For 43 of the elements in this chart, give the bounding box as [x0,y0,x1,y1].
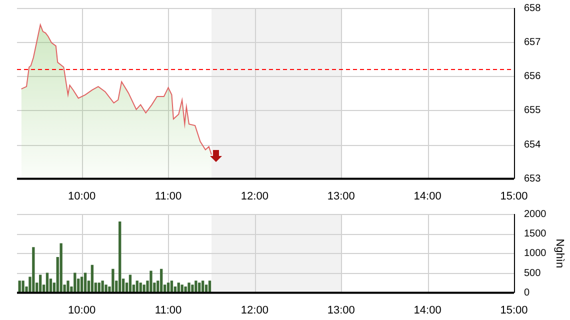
bar [80,276,84,293]
x-tick-label: 10:00 [68,190,96,202]
bar [118,222,122,293]
x-tick-label: 12:00 [240,304,268,316]
x-tick-label: 11:00 [154,190,182,202]
x-tick-label: 12:00 [240,190,268,202]
bar [66,280,70,293]
bar [60,243,62,293]
x-tick-label: 15:00 [500,190,528,202]
bar [90,264,94,293]
y-tick-label: 500 [524,268,542,279]
y-tick-label: 1500 [524,228,547,240]
x-tick-label: 13:00 [327,304,355,316]
y-tick-label: 1000 [524,248,547,260]
y-tick-label: 655 [524,105,542,116]
bar [32,247,35,293]
x-tick-label: 11:00 [154,304,182,316]
y-tick-label: 653 [524,174,542,185]
bar [188,282,190,293]
bar [191,284,194,293]
x-tick-label: 14:00 [414,304,442,316]
bar [128,274,132,293]
x-tick-label: 13:00 [327,190,355,202]
y-tick-label: 654 [524,139,542,150]
y-axis-title: Nghìn [553,238,566,268]
y-tick-label: 0 [524,288,530,299]
bar [22,280,24,293]
x-tick-label: 15:00 [500,304,528,316]
bar [142,284,146,293]
bar [101,280,104,293]
bar [104,284,108,293]
y-tick-label: 657 [524,36,542,48]
x-tick-label: 10:00 [68,304,96,316]
y-tick-label: 2000 [524,208,547,220]
y-tick-label: 658 [524,2,542,14]
y-tick-label: 656 [524,71,542,82]
bar [150,270,152,293]
bar [39,274,42,293]
bar [184,286,187,293]
x-tick-label: 14:00 [414,190,442,202]
bar [194,280,198,293]
bar [112,268,114,293]
bar [160,268,163,293]
